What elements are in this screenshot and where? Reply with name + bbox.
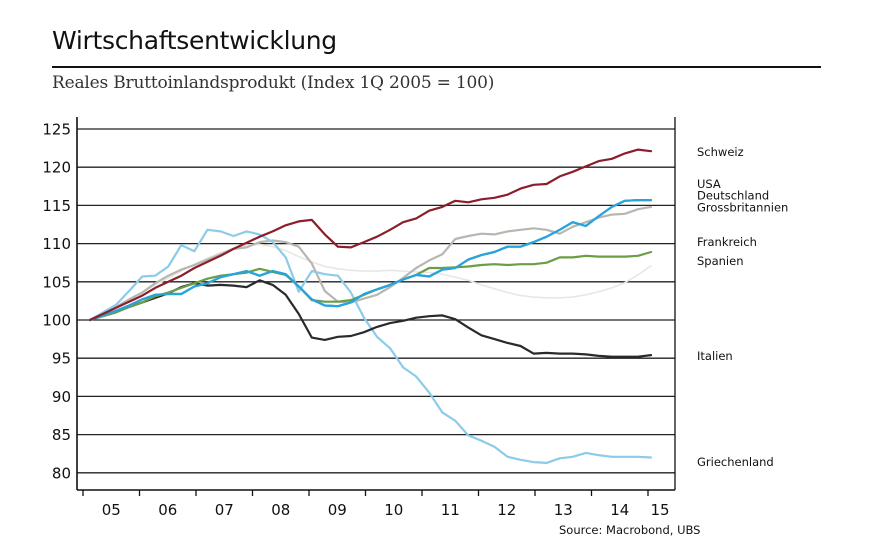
x-tick-labels: 05 06 07 08 09 10 11 12 13 14 15 (102, 501, 670, 519)
legend-label-deutschland: Deutschland (697, 188, 769, 202)
x-tick-label: 12 (497, 501, 516, 519)
y-tick-label: 110 (42, 235, 71, 253)
legend-label-griechenland: Griechenland (697, 455, 774, 469)
y-tick-label: 85 (52, 426, 71, 444)
legend-label-frankreich: Frankreich (697, 235, 757, 249)
legend-label-usa: USA (697, 177, 721, 191)
y-tick-label: 115 (42, 197, 71, 215)
x-tick-label: 11 (441, 501, 460, 519)
series-line-grossbritannien (88, 205, 653, 322)
title-rule (52, 66, 821, 68)
page-title: Wirtschaftsentwicklung (52, 26, 337, 55)
y-tick-label: 90 (52, 388, 71, 406)
x-tick-label: 07 (215, 501, 234, 519)
series-line-frankreich (88, 250, 653, 322)
x-tick-label: 06 (158, 501, 177, 519)
legend-label-schweiz: Schweiz (697, 145, 744, 159)
y-tick-label: 105 (42, 273, 71, 291)
y-tick-labels: 80 85 90 95 100 105 110 115 120 125 (42, 121, 71, 483)
chart-subtitle: Reales Bruttoinlandsprodukt (Index 1Q 20… (52, 73, 495, 93)
y-tick-label: 80 (52, 464, 71, 482)
legend-label-grossbritannien: Grossbritannien (697, 201, 788, 215)
x-tick-label: 08 (271, 501, 290, 519)
series-line-deutschland (88, 199, 653, 322)
x-tick-label: 15 (650, 501, 669, 519)
series-line-schweiz (88, 148, 653, 322)
x-tick-label: 13 (554, 501, 573, 519)
legend-label-spanien: Spanien (697, 254, 744, 268)
x-tick-label: 09 (328, 501, 347, 519)
series-line-griechenland (88, 228, 653, 464)
gridlines (77, 128, 675, 474)
axes (76, 117, 676, 496)
x-tick-label: 05 (102, 501, 121, 519)
series-lines (88, 148, 653, 464)
legend-label-italien: Italien (697, 349, 733, 363)
series-line-usa (88, 199, 653, 322)
x-tick-label: 10 (384, 501, 403, 519)
y-tick-label: 125 (42, 121, 71, 139)
y-tick-label: 95 (52, 350, 71, 368)
source-note: Source: Macrobond, UBS (559, 523, 700, 537)
x-tick-label: 14 (610, 501, 629, 519)
y-tick-label: 120 (42, 159, 71, 177)
y-tick-label: 100 (42, 312, 71, 330)
